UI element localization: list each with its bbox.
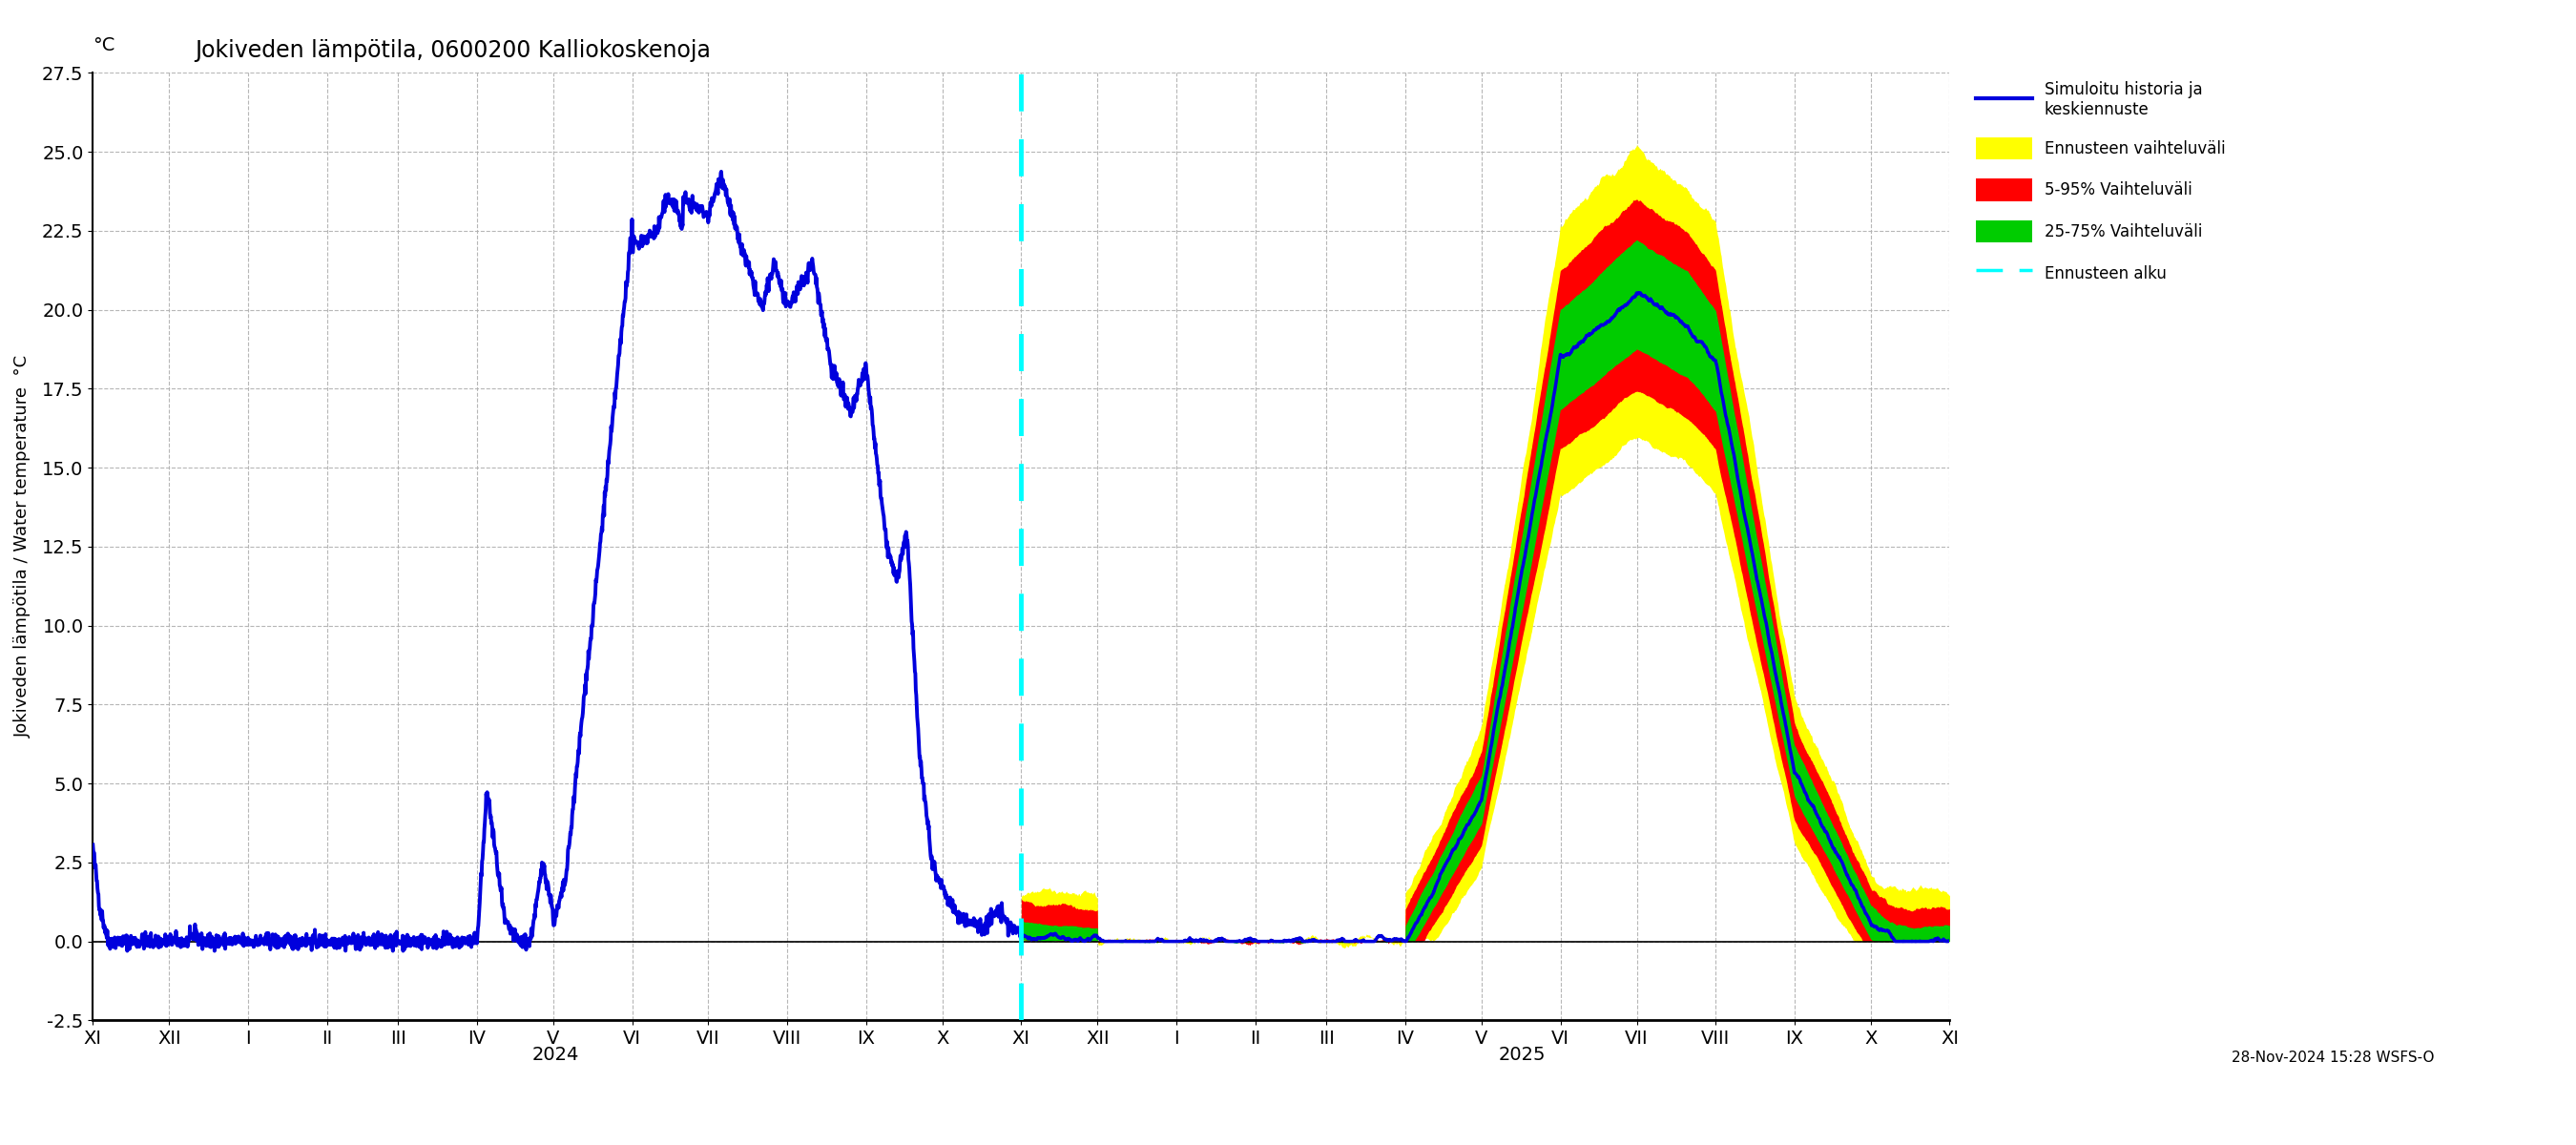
Text: 2025: 2025 bbox=[1499, 1045, 1546, 1064]
Text: 2024: 2024 bbox=[533, 1045, 580, 1064]
Text: 28-Nov-2024 15:28 WSFS-O: 28-Nov-2024 15:28 WSFS-O bbox=[2231, 1051, 2434, 1065]
Text: °C: °C bbox=[93, 35, 116, 54]
Y-axis label: Jokiveden lämpötila / Water temperature  °C: Jokiveden lämpötila / Water temperature … bbox=[15, 355, 31, 739]
Legend: Simuloitu historia ja
keskiennuste, Ennusteen vaihteluväli, 5-95% Vaihteluväli, : Simuloitu historia ja keskiennuste, Ennu… bbox=[1976, 81, 2226, 284]
Text: Jokiveden lämpötila, 0600200 Kalliokoskenoja: Jokiveden lämpötila, 0600200 Kalliokoske… bbox=[196, 39, 711, 62]
